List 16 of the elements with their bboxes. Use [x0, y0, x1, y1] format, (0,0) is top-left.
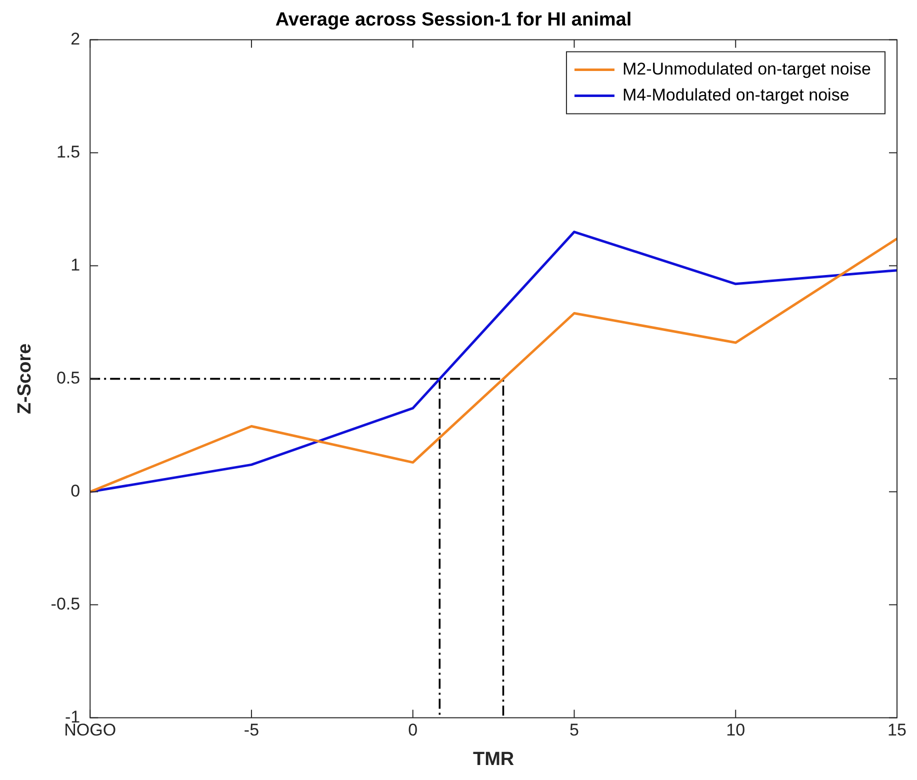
- y-tick-label: 0: [70, 481, 80, 500]
- legend-label: M4-Modulated on-target noise: [622, 85, 850, 104]
- legend-label: M2-Unmodulated on-target noise: [622, 59, 872, 78]
- chart-title: Average across Session-1 for HI animal: [275, 10, 632, 31]
- x-tick-label: 0: [408, 720, 418, 740]
- x-tick-label: 10: [726, 720, 746, 740]
- y-tick-label: 1.5: [56, 142, 80, 162]
- y-tick-label: -0.5: [50, 594, 80, 614]
- y-tick-label: 0.5: [56, 368, 80, 388]
- x-tick-label: 15: [888, 720, 906, 740]
- x-axis-title: TMR: [472, 748, 514, 770]
- x-tick-label: 5: [570, 720, 579, 740]
- x-tick-label: -5: [244, 720, 260, 740]
- y-tick-label: 2: [70, 29, 80, 48]
- y-axis-title: Z-Score: [14, 343, 36, 414]
- y-tick-label: 1: [70, 255, 80, 274]
